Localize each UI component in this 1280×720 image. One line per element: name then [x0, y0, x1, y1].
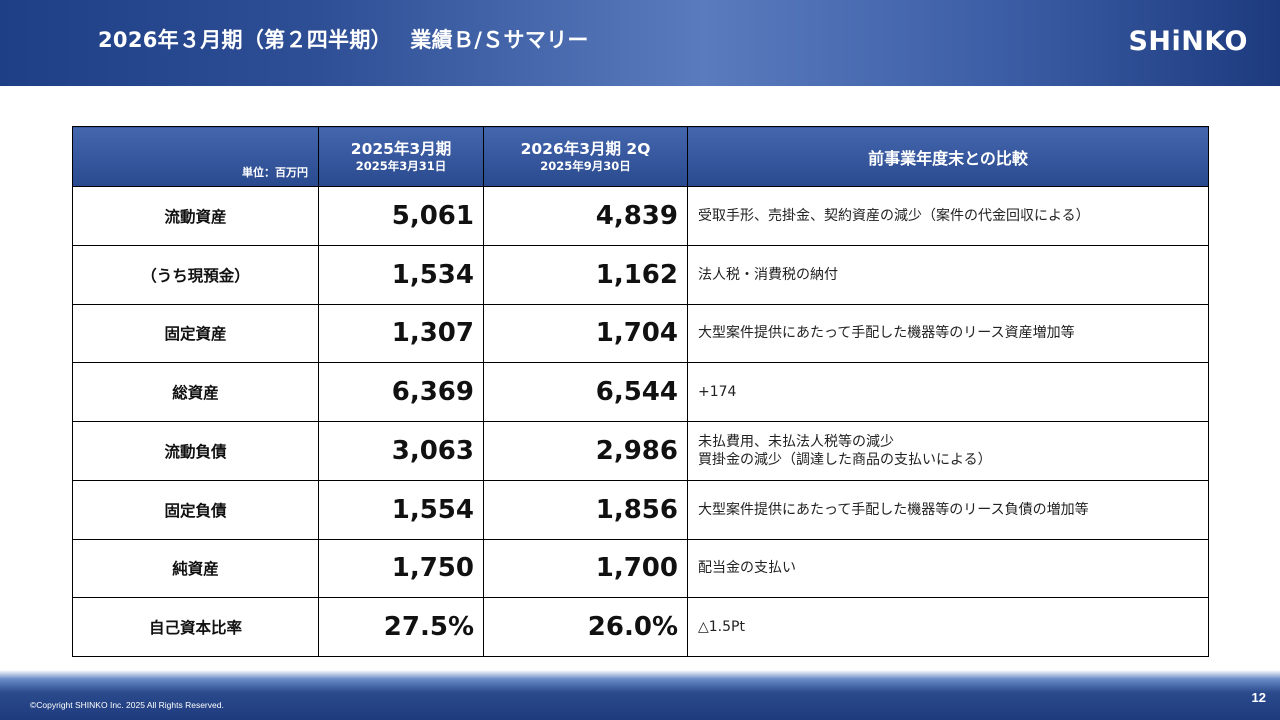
- comparison-note-line: 大型案件提供にあたって手配した機器等のリース資産増加等: [698, 325, 1075, 342]
- value-curr-period: 26.0%: [483, 597, 688, 657]
- row-item-label: 流動資産: [72, 186, 319, 246]
- column-curr-period: 2026年3月期 2Q: [520, 139, 651, 158]
- comparison-note-line: 大型案件提供にあたって手配した機器等のリース負債の増加等: [698, 501, 1089, 518]
- comparison-note-line: 配当金の支払い: [698, 560, 796, 577]
- row-item-label: （うち現預金）: [72, 244, 319, 305]
- comparison-note-line: 法人税・消費税の納付: [698, 266, 838, 283]
- table-row: 固定負債 1,554 1,856 大型案件提供にあたって手配した機器等のリース負債の増…: [72, 479, 1209, 540]
- comparison-note: 未払費用、未払法人税等の減少 買掛金の減少（調達した商品の支払いによる）: [687, 421, 1209, 481]
- value-curr-period: 1,856: [483, 479, 688, 540]
- table-row: 固定資産 1,307 1,704 大型案件提供にあたって手配した機器等のリース資産増加…: [72, 303, 1209, 364]
- comparison-note-line: 買掛金の減少（調達した商品の支払いによる）: [698, 451, 992, 468]
- value-prev-period: 6,369: [318, 362, 484, 422]
- column-curr-date: 2025年9月30日: [540, 158, 631, 173]
- comparison-note: +174: [687, 362, 1209, 422]
- value-curr-period: 6,544: [483, 362, 688, 422]
- comparison-note: △1.5Pt: [687, 597, 1209, 657]
- value-prev-period: 3,063: [318, 421, 484, 481]
- value-prev-period: 1,307: [318, 303, 484, 364]
- table-row: 流動負債 3,063 2,986 未払費用、未払法人税等の減少 買掛金の減少（調達した商…: [72, 421, 1209, 481]
- value-curr-period: 2,986: [483, 421, 688, 481]
- comparison-note: 受取手形、売掛金、契約資産の減少（案件の代金回収による）: [687, 186, 1209, 246]
- comparison-note-line: △1.5Pt: [698, 619, 745, 636]
- column-prev-period: 2025年3月期: [350, 139, 452, 158]
- unit-label: 単位：百万円: [242, 166, 308, 179]
- comparison-note-line: +174: [698, 384, 737, 401]
- column-prev-date: 2025年3月31日: [355, 158, 447, 173]
- row-item-label: 総資産: [72, 362, 319, 422]
- row-item-label: 固定資産: [72, 303, 319, 364]
- value-curr-period: 1,162: [483, 244, 688, 305]
- row-item-label: 純資産: [72, 538, 319, 599]
- copyright-text: ©Copyright SHINKO Inc. 2025 All Rights R…: [30, 700, 224, 710]
- column-header-prev: 2025年3月期 2025年3月31日: [318, 126, 484, 187]
- value-prev-period: 1,534: [318, 244, 484, 305]
- value-prev-period: 27.5%: [318, 597, 484, 657]
- company-logo: SHiNKO: [1128, 26, 1248, 57]
- table-row: 総資産 6,369 6,544 +174: [72, 362, 1209, 422]
- value-prev-period: 1,750: [318, 538, 484, 599]
- table-header-row: 単位：百万円 2025年3月期 2025年3月31日 2026年3月期 2Q 2…: [72, 126, 1209, 187]
- row-item-label: 自己資本比率: [72, 597, 319, 657]
- comparison-note: 法人税・消費税の納付: [687, 244, 1209, 305]
- table-row: （うち現預金） 1,534 1,162 法人税・消費税の納付: [72, 244, 1209, 305]
- comparison-note-line: 未払費用、未払法人税等の減少: [698, 433, 894, 450]
- row-item-label: 固定負債: [72, 479, 319, 540]
- comparison-note: 大型案件提供にあたって手配した機器等のリース負債の増加等: [687, 479, 1209, 540]
- comparison-note-line: 受取手形、売掛金、契約資産の減少（案件の代金回収による）: [698, 207, 1090, 224]
- comparison-note: 配当金の支払い: [687, 538, 1209, 599]
- row-item-label: 流動負債: [72, 421, 319, 481]
- slide-header: 2026年３月期（第２四半期） 業績Ｂ/Ｓサマリー SHiNKO: [0, 0, 1280, 86]
- value-curr-period: 1,700: [483, 538, 688, 599]
- value-curr-period: 1,704: [483, 303, 688, 364]
- unit-header-cell: 単位：百万円: [72, 126, 319, 187]
- comparison-header: 前事業年度末との比較: [687, 126, 1209, 187]
- table-row: 純資産 1,750 1,700 配当金の支払い: [72, 538, 1209, 599]
- table-row: 自己資本比率 27.5% 26.0% △1.5Pt: [72, 597, 1209, 657]
- value-prev-period: 5,061: [318, 186, 484, 246]
- slide-footer: [0, 670, 1280, 720]
- value-prev-period: 1,554: [318, 479, 484, 540]
- column-header-curr: 2026年3月期 2Q 2025年9月30日: [483, 126, 688, 187]
- comparison-note: 大型案件提供にあたって手配した機器等のリース資産増加等: [687, 303, 1209, 364]
- value-curr-period: 4,839: [483, 186, 688, 246]
- slide-title: 2026年３月期（第２四半期） 業績Ｂ/Ｓサマリー: [98, 28, 589, 52]
- balance-sheet-table: 単位：百万円 2025年3月期 2025年3月31日 2026年3月期 2Q 2…: [72, 126, 1209, 657]
- table-row: 流動資産 5,061 4,839 受取手形、売掛金、契約資産の減少（案件の代金回収によ…: [72, 186, 1209, 246]
- page-number: 12: [1251, 690, 1266, 705]
- table-body: 流動資産 5,061 4,839 受取手形、売掛金、契約資産の減少（案件の代金回収によ…: [72, 186, 1209, 657]
